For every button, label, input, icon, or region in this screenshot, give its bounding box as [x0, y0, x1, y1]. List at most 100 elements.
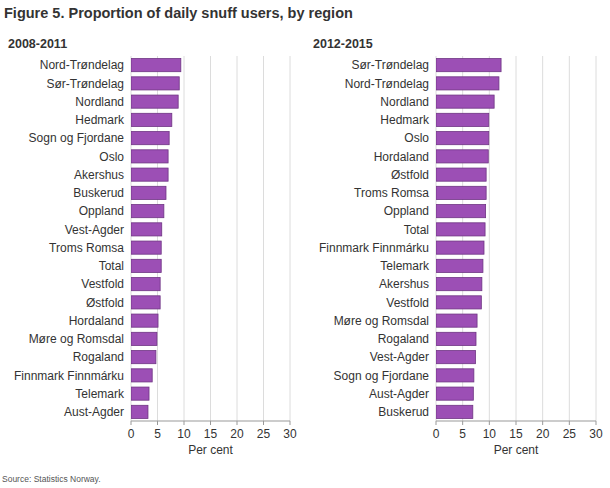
tick-label: 25 — [257, 427, 271, 441]
bar — [436, 259, 483, 272]
tick-label: 10 — [483, 427, 497, 441]
category-label: Møre og Romsdal — [334, 314, 429, 328]
tick-mark — [157, 421, 158, 425]
bar — [131, 241, 161, 254]
tick-label: 0 — [128, 427, 135, 441]
bars — [436, 59, 501, 419]
bar — [131, 223, 162, 236]
category-label: Sør-Trøndelag — [46, 77, 124, 91]
tick-mark — [263, 421, 264, 425]
axis-title: Per cent — [494, 443, 539, 457]
tick-mark — [131, 421, 132, 425]
category-label: Oslo — [404, 131, 429, 145]
bar — [131, 387, 149, 400]
bar — [131, 168, 168, 181]
bar — [436, 186, 486, 199]
bar — [131, 278, 160, 291]
bar — [131, 59, 181, 72]
category-label: Vestfold — [386, 296, 429, 310]
bar — [131, 259, 161, 272]
tick-mark — [184, 421, 185, 425]
grid-line — [596, 56, 597, 421]
category-label: Akershus — [379, 277, 429, 291]
category-label: Telemark — [75, 387, 125, 401]
panel-title: 2012-2015 — [313, 37, 373, 51]
category-label: Buskerud — [73, 186, 124, 200]
bar — [131, 77, 179, 90]
x-axis — [131, 421, 290, 422]
bar — [436, 132, 489, 145]
bar — [131, 150, 168, 163]
category-label: Troms Romsa — [354, 186, 429, 200]
source-note: Source: Statistics Norway. — [2, 474, 101, 484]
bar — [131, 296, 160, 309]
tick-mark — [237, 421, 238, 425]
tick-mark — [569, 421, 570, 425]
tick-mark — [436, 421, 437, 425]
category-label: Vestfold — [81, 277, 124, 291]
grid-line — [184, 56, 185, 421]
category-label: Nord-Trøndelag — [345, 77, 429, 91]
tick-label: 20 — [230, 427, 244, 441]
grid-line — [157, 56, 158, 421]
category-label: Sør-Trøndelag — [351, 58, 429, 72]
category-label: Møre og Romsdal — [29, 332, 124, 346]
panel: 2012-2015051015202530Per centSør-Trøndel… — [313, 37, 603, 457]
bar — [131, 205, 164, 218]
bar — [131, 132, 169, 145]
category-label: Østfold — [391, 168, 429, 182]
bar — [131, 351, 156, 364]
bar — [436, 405, 473, 418]
tick-mark — [462, 421, 463, 425]
tick-label: 5 — [459, 427, 466, 441]
category-label: Sogn og Fjordane — [29, 131, 125, 145]
tick-label: 30 — [283, 427, 297, 441]
figure: Figure 5. Proportion of daily snuff user… — [0, 0, 610, 488]
grid-line — [569, 56, 570, 421]
grid-line — [210, 56, 211, 421]
bar — [436, 351, 475, 364]
bar — [436, 314, 477, 327]
category-label: Total — [99, 259, 124, 273]
tick-label: 5 — [154, 427, 161, 441]
bar — [131, 314, 158, 327]
category-label: Rogaland — [378, 332, 429, 346]
tick-mark — [210, 421, 211, 425]
tick-label: 15 — [204, 427, 218, 441]
grid-line — [131, 56, 132, 421]
category-label: Hordaland — [374, 150, 429, 164]
category-label: Oppland — [384, 204, 429, 218]
grid-line — [290, 56, 291, 421]
bar — [131, 113, 172, 126]
bar — [131, 95, 178, 108]
bar — [436, 296, 481, 309]
tick-mark — [596, 421, 597, 425]
bar — [436, 95, 494, 108]
category-label: Nordland — [75, 95, 124, 109]
category-label: Hedmark — [75, 113, 125, 127]
grid-line — [516, 56, 517, 421]
category-label: Akershus — [74, 168, 124, 182]
tick-label: 25 — [563, 427, 577, 441]
tick-mark — [290, 421, 291, 425]
bar — [436, 369, 474, 382]
bar — [131, 369, 152, 382]
category-label: Østfold — [86, 296, 124, 310]
bar — [436, 168, 486, 181]
tick-label: 15 — [509, 427, 523, 441]
bar — [436, 77, 499, 90]
category-label: Rogaland — [73, 350, 124, 364]
bar — [131, 332, 157, 345]
category-label: Oslo — [99, 150, 124, 164]
bar — [436, 387, 473, 400]
bar — [436, 205, 486, 218]
tick-label: 0 — [433, 427, 440, 441]
category-label: Total — [404, 223, 429, 237]
bar — [131, 186, 166, 199]
bar — [131, 405, 148, 418]
bar — [436, 241, 484, 254]
tick-mark — [516, 421, 517, 425]
category-label: Aust-Agder — [369, 387, 429, 401]
x-axis — [436, 421, 596, 422]
figure-title: Figure 5. Proportion of daily snuff user… — [4, 5, 353, 21]
